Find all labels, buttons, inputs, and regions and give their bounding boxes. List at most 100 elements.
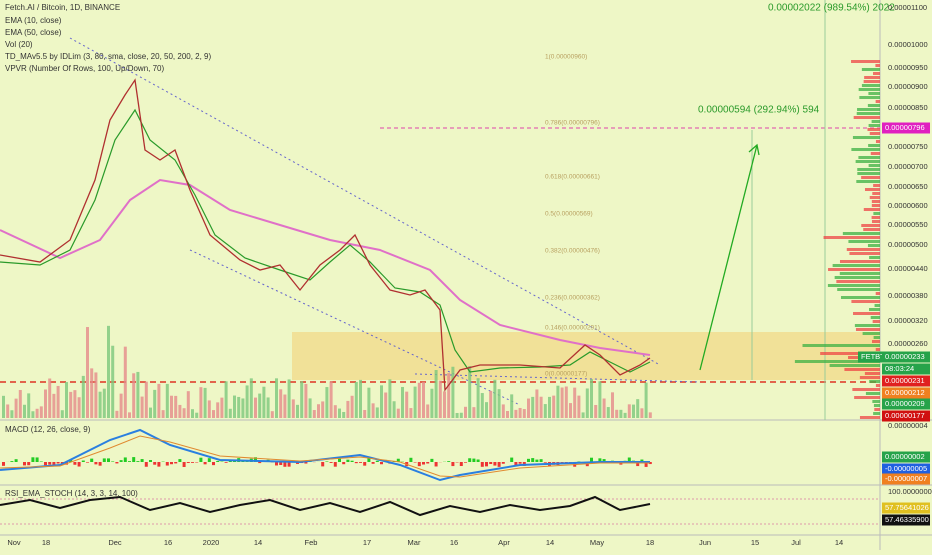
volume-bar <box>397 409 400 418</box>
legend-item: VPVR (Number Of Rows, 100, Up/Down, 70) <box>5 64 165 73</box>
profile-bar <box>853 312 880 315</box>
profile-bar <box>874 404 880 407</box>
volume-bar <box>619 410 622 418</box>
profile-bar <box>864 76 880 79</box>
volume-bar <box>367 388 370 418</box>
time-label: 18 <box>42 538 50 547</box>
price-label: 0.00000004 <box>888 421 928 430</box>
volume-bar <box>271 411 274 418</box>
volume-bar <box>246 385 249 418</box>
macd-bar <box>485 462 488 466</box>
volume-bar <box>607 407 610 418</box>
volume-bar <box>481 393 484 418</box>
profile-bar <box>862 84 880 87</box>
volume-bar <box>103 389 106 418</box>
profile-bar <box>872 192 880 195</box>
profile-bar <box>844 368 880 371</box>
profile-bar <box>873 184 880 187</box>
time-label: 15 <box>751 538 759 547</box>
price-tag-text: 0.00000231 <box>885 376 925 385</box>
profile-bar <box>874 336 880 339</box>
profile-bar <box>858 156 880 159</box>
profile-bar <box>862 68 880 71</box>
volume-bar <box>313 410 316 418</box>
volume-bar <box>510 394 513 418</box>
time-label: 2020 <box>203 538 220 547</box>
macd-bar <box>166 462 169 466</box>
volume-bar <box>31 411 34 418</box>
fib-levels: 1(0.00000960)0.786(0.00000796)0.618(0.00… <box>545 54 600 378</box>
volume-bar <box>65 382 68 418</box>
profile-bar <box>851 148 880 151</box>
legend: Fetch.AI / Bitcoin, 1D, BINANCE EMA (10,… <box>5 3 212 498</box>
volume-bar <box>94 372 97 418</box>
profile-bar <box>856 328 880 331</box>
macd-bar <box>376 461 379 462</box>
volume-bar <box>241 398 244 418</box>
macd-bar <box>141 459 144 462</box>
macd-bar <box>372 462 375 464</box>
price-label: 0.00000260 <box>888 339 928 348</box>
macd-bar <box>460 462 463 466</box>
volume-bar <box>254 398 257 418</box>
time-label: 18 <box>646 538 654 547</box>
macd-bar <box>115 462 118 463</box>
price-label: 0.00000750 <box>888 142 928 151</box>
macd-bar <box>451 462 454 466</box>
macd-bar <box>212 462 215 465</box>
volume-bar <box>258 394 261 418</box>
macd-bar <box>191 462 194 463</box>
profile-bar <box>841 296 880 299</box>
volume-bar <box>183 408 186 418</box>
volume-bar <box>27 393 30 418</box>
profile-bar <box>863 332 880 335</box>
profile-bar <box>872 216 880 219</box>
macd-bar <box>225 462 228 463</box>
macd-bar <box>540 459 543 462</box>
volume-bar <box>414 387 417 418</box>
profile-bar <box>876 384 880 387</box>
macd-bar <box>355 462 358 463</box>
price-label: 0.00001100 <box>888 3 927 12</box>
volume-bar <box>472 407 475 418</box>
profile-bar <box>870 132 880 135</box>
macd-bar <box>258 462 261 463</box>
profile-bar <box>871 316 880 319</box>
time-label: 16 <box>164 538 172 547</box>
macd-bar <box>527 459 530 462</box>
profile-bar <box>867 128 880 131</box>
time-label: Apr <box>498 538 510 547</box>
volume-bar <box>351 396 354 418</box>
fib-label: 0(0.00000177) <box>545 371 587 378</box>
price-tag-text: 0.00000796 <box>885 123 925 132</box>
legend-item: TD_MAv5.5 by IDLim (3, 80, sma, close, 2… <box>5 52 212 61</box>
macd-bar <box>86 462 89 463</box>
volume-bar <box>632 405 635 418</box>
profile-bar <box>856 160 880 163</box>
volume-bar <box>598 381 601 418</box>
price-tag-text: 57.75641026 <box>885 503 929 512</box>
volume-bar <box>460 413 463 418</box>
time-label: Nov <box>7 538 21 547</box>
volume-bar <box>540 397 543 418</box>
volume-bar <box>556 386 559 418</box>
legend-item: EMA (50, close) <box>5 28 62 37</box>
volume-bar <box>178 405 181 418</box>
macd-bar <box>107 458 110 462</box>
macd-bar <box>430 459 433 462</box>
macd-bar <box>23 462 26 465</box>
price-tag-text: 57.46335900 <box>885 515 929 524</box>
profile-bar <box>860 376 880 379</box>
profile-bar <box>857 168 880 171</box>
volume-bar <box>250 378 253 418</box>
volume-bar <box>107 326 110 418</box>
profile-bar <box>869 380 880 383</box>
price-tag-text: 0.00000233 <box>885 352 925 361</box>
macd-bar <box>99 462 102 466</box>
macd-bar <box>363 462 366 466</box>
profile-bar <box>873 412 880 415</box>
profile-bar <box>876 292 880 295</box>
macd-bar <box>422 462 425 465</box>
macd-bar <box>94 462 97 464</box>
